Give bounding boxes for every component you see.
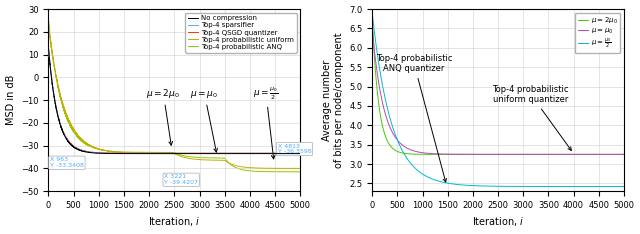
$\mu = 2\mu_0$	[602, 153, 609, 156]
Line: Top-4 probabilistic ANQ: Top-4 probabilistic ANQ	[49, 21, 300, 172]
No compression	[219, 152, 227, 155]
Top-4 QSGD quantizer	[45, 47, 52, 49]
Top-4 probabilistic uniform	[94, 147, 102, 150]
Top-4 probabilistic uniform	[166, 152, 174, 155]
$\mu = \mu_0$	[620, 153, 628, 156]
Top-4 QSGD quantizer	[143, 152, 150, 155]
Top-4 probabilistic ANQ	[272, 170, 280, 173]
Top-4 probabilistic ANQ	[296, 170, 304, 173]
Top-4 sparsifier	[219, 152, 227, 155]
No compression	[280, 152, 287, 155]
$\mu = \mu_0$	[602, 153, 609, 156]
$\mu = \frac{\mu_0}{2}$	[490, 185, 497, 188]
Top-4 sparsifier	[94, 151, 102, 154]
Line: Top-4 QSGD quantizer: Top-4 QSGD quantizer	[49, 48, 300, 153]
Text: $\mu = \frac{\mu_0}{2}$: $\mu = \frac{\mu_0}{2}$	[253, 85, 279, 159]
Top-4 sparsifier	[278, 152, 286, 155]
No compression	[272, 152, 280, 155]
$\mu = \frac{\mu_0}{2}$	[620, 185, 628, 188]
Top-4 probabilistic ANQ	[278, 170, 286, 173]
Text: X 3221
Y -39.4207: X 3221 Y -39.4207	[164, 174, 198, 185]
$\mu = 2\mu_0$	[543, 153, 550, 156]
Line: No compression: No compression	[49, 48, 300, 154]
Top-4 probabilistic uniform	[280, 167, 287, 170]
Top-4 QSGD quantizer	[278, 152, 286, 154]
Top-4 probabilistic uniform	[296, 167, 304, 170]
No compression	[296, 152, 304, 155]
Top-4 QSGD quantizer	[219, 152, 227, 154]
$\mu = \frac{\mu_0}{2}$	[595, 185, 603, 188]
Y-axis label: MSD in dB: MSD in dB	[6, 75, 15, 125]
Top-4 probabilistic uniform	[271, 167, 279, 170]
Top-4 sparsifier	[272, 152, 280, 155]
Top-4 probabilistic uniform	[45, 23, 52, 26]
Legend: No compression, Top-4 sparsifier, Top-4 QSGD quantizer, Top-4 probabilistic unif: No compression, Top-4 sparsifier, Top-4 …	[185, 13, 297, 53]
Top-4 QSGD quantizer	[166, 152, 174, 154]
Top-4 QSGD quantizer	[272, 152, 280, 154]
$\mu = 2\mu_0$	[604, 153, 611, 156]
Text: $\mu = \mu_0$: $\mu = \mu_0$	[191, 88, 219, 152]
$\mu = 2\mu_0$	[595, 153, 603, 156]
Top-4 probabilistic ANQ	[45, 20, 52, 23]
Top-4 sparsifier	[45, 47, 52, 49]
$\mu = 2\mu_0$	[620, 153, 628, 156]
$\mu = 2\mu_0$	[612, 153, 620, 156]
Line: $\mu = 2\mu_0$: $\mu = 2\mu_0$	[372, 17, 624, 154]
Text: X 963
Y -33.3408: X 963 Y -33.3408	[50, 157, 84, 168]
$\mu = \frac{\mu_0}{2}$	[604, 185, 611, 188]
X-axis label: Iteration, $i$: Iteration, $i$	[472, 216, 524, 228]
$\mu = \frac{\mu_0}{2}$	[418, 172, 426, 175]
Legend: $\mu = 2\mu_0$, $\mu = \mu_0$, $\mu = \frac{\mu_0}{2}$: $\mu = 2\mu_0$, $\mu = \mu_0$, $\mu = \f…	[575, 13, 620, 53]
Line: $\mu = \frac{\mu_0}{2}$: $\mu = \frac{\mu_0}{2}$	[372, 13, 624, 186]
$\mu = \mu_0$	[543, 153, 550, 156]
$\mu = \frac{\mu_0}{2}$	[602, 185, 609, 188]
Top-4 sparsifier	[296, 152, 304, 155]
Text: X 4813
Y -36.3598: X 4813 Y -36.3598	[278, 144, 311, 154]
Y-axis label: Average number
of bits per node/component: Average number of bits per node/componen…	[322, 32, 344, 168]
X-axis label: Iteration, $i$: Iteration, $i$	[148, 216, 200, 228]
Top-4 QSGD quantizer	[94, 151, 102, 154]
Top-4 probabilistic ANQ	[280, 170, 287, 173]
No compression	[166, 152, 174, 155]
$\mu = \frac{\mu_0}{2}$	[543, 185, 550, 188]
Top-4 probabilistic ANQ	[219, 157, 227, 160]
Line: Top-4 sparsifier: Top-4 sparsifier	[49, 48, 300, 153]
No compression	[144, 152, 152, 155]
$\mu = 2\mu_0$	[490, 153, 497, 156]
$\mu = \mu_0$	[595, 153, 603, 156]
$\mu = \mu_0$	[369, 27, 376, 30]
Line: Top-4 probabilistic uniform: Top-4 probabilistic uniform	[49, 24, 300, 168]
Top-4 sparsifier	[152, 152, 160, 155]
Top-4 sparsifier	[166, 152, 174, 155]
Top-4 probabilistic ANQ	[166, 151, 174, 154]
Top-4 QSGD quantizer	[296, 152, 304, 154]
Top-4 probabilistic uniform	[278, 167, 286, 170]
$\mu = 2\mu_0$	[369, 15, 376, 18]
$\mu = \mu_0$	[490, 153, 497, 156]
Top-4 probabilistic uniform	[219, 159, 227, 162]
Top-4 probabilistic ANQ	[94, 148, 102, 150]
$\mu = 2\mu_0$	[418, 153, 426, 156]
Top-4 sparsifier	[280, 152, 287, 155]
No compression	[94, 152, 102, 154]
Top-4 QSGD quantizer	[280, 152, 287, 154]
$\mu = \mu_0$	[604, 153, 611, 156]
Text: Top-4 probabilistic
uniform quantizer: Top-4 probabilistic uniform quantizer	[493, 84, 572, 150]
Text: $\mu = 2\mu_0$: $\mu = 2\mu_0$	[147, 87, 180, 145]
$\mu = \frac{\mu_0}{2}$	[369, 11, 376, 14]
No compression	[278, 152, 286, 155]
Top-4 probabilistic ANQ	[45, 20, 52, 22]
$\mu = \mu_0$	[418, 151, 426, 154]
No compression	[45, 46, 52, 49]
Text: Top-4 probabilistic
ANQ quantizer: Top-4 probabilistic ANQ quantizer	[376, 54, 452, 182]
Line: $\mu = \mu_0$: $\mu = \mu_0$	[372, 28, 624, 154]
